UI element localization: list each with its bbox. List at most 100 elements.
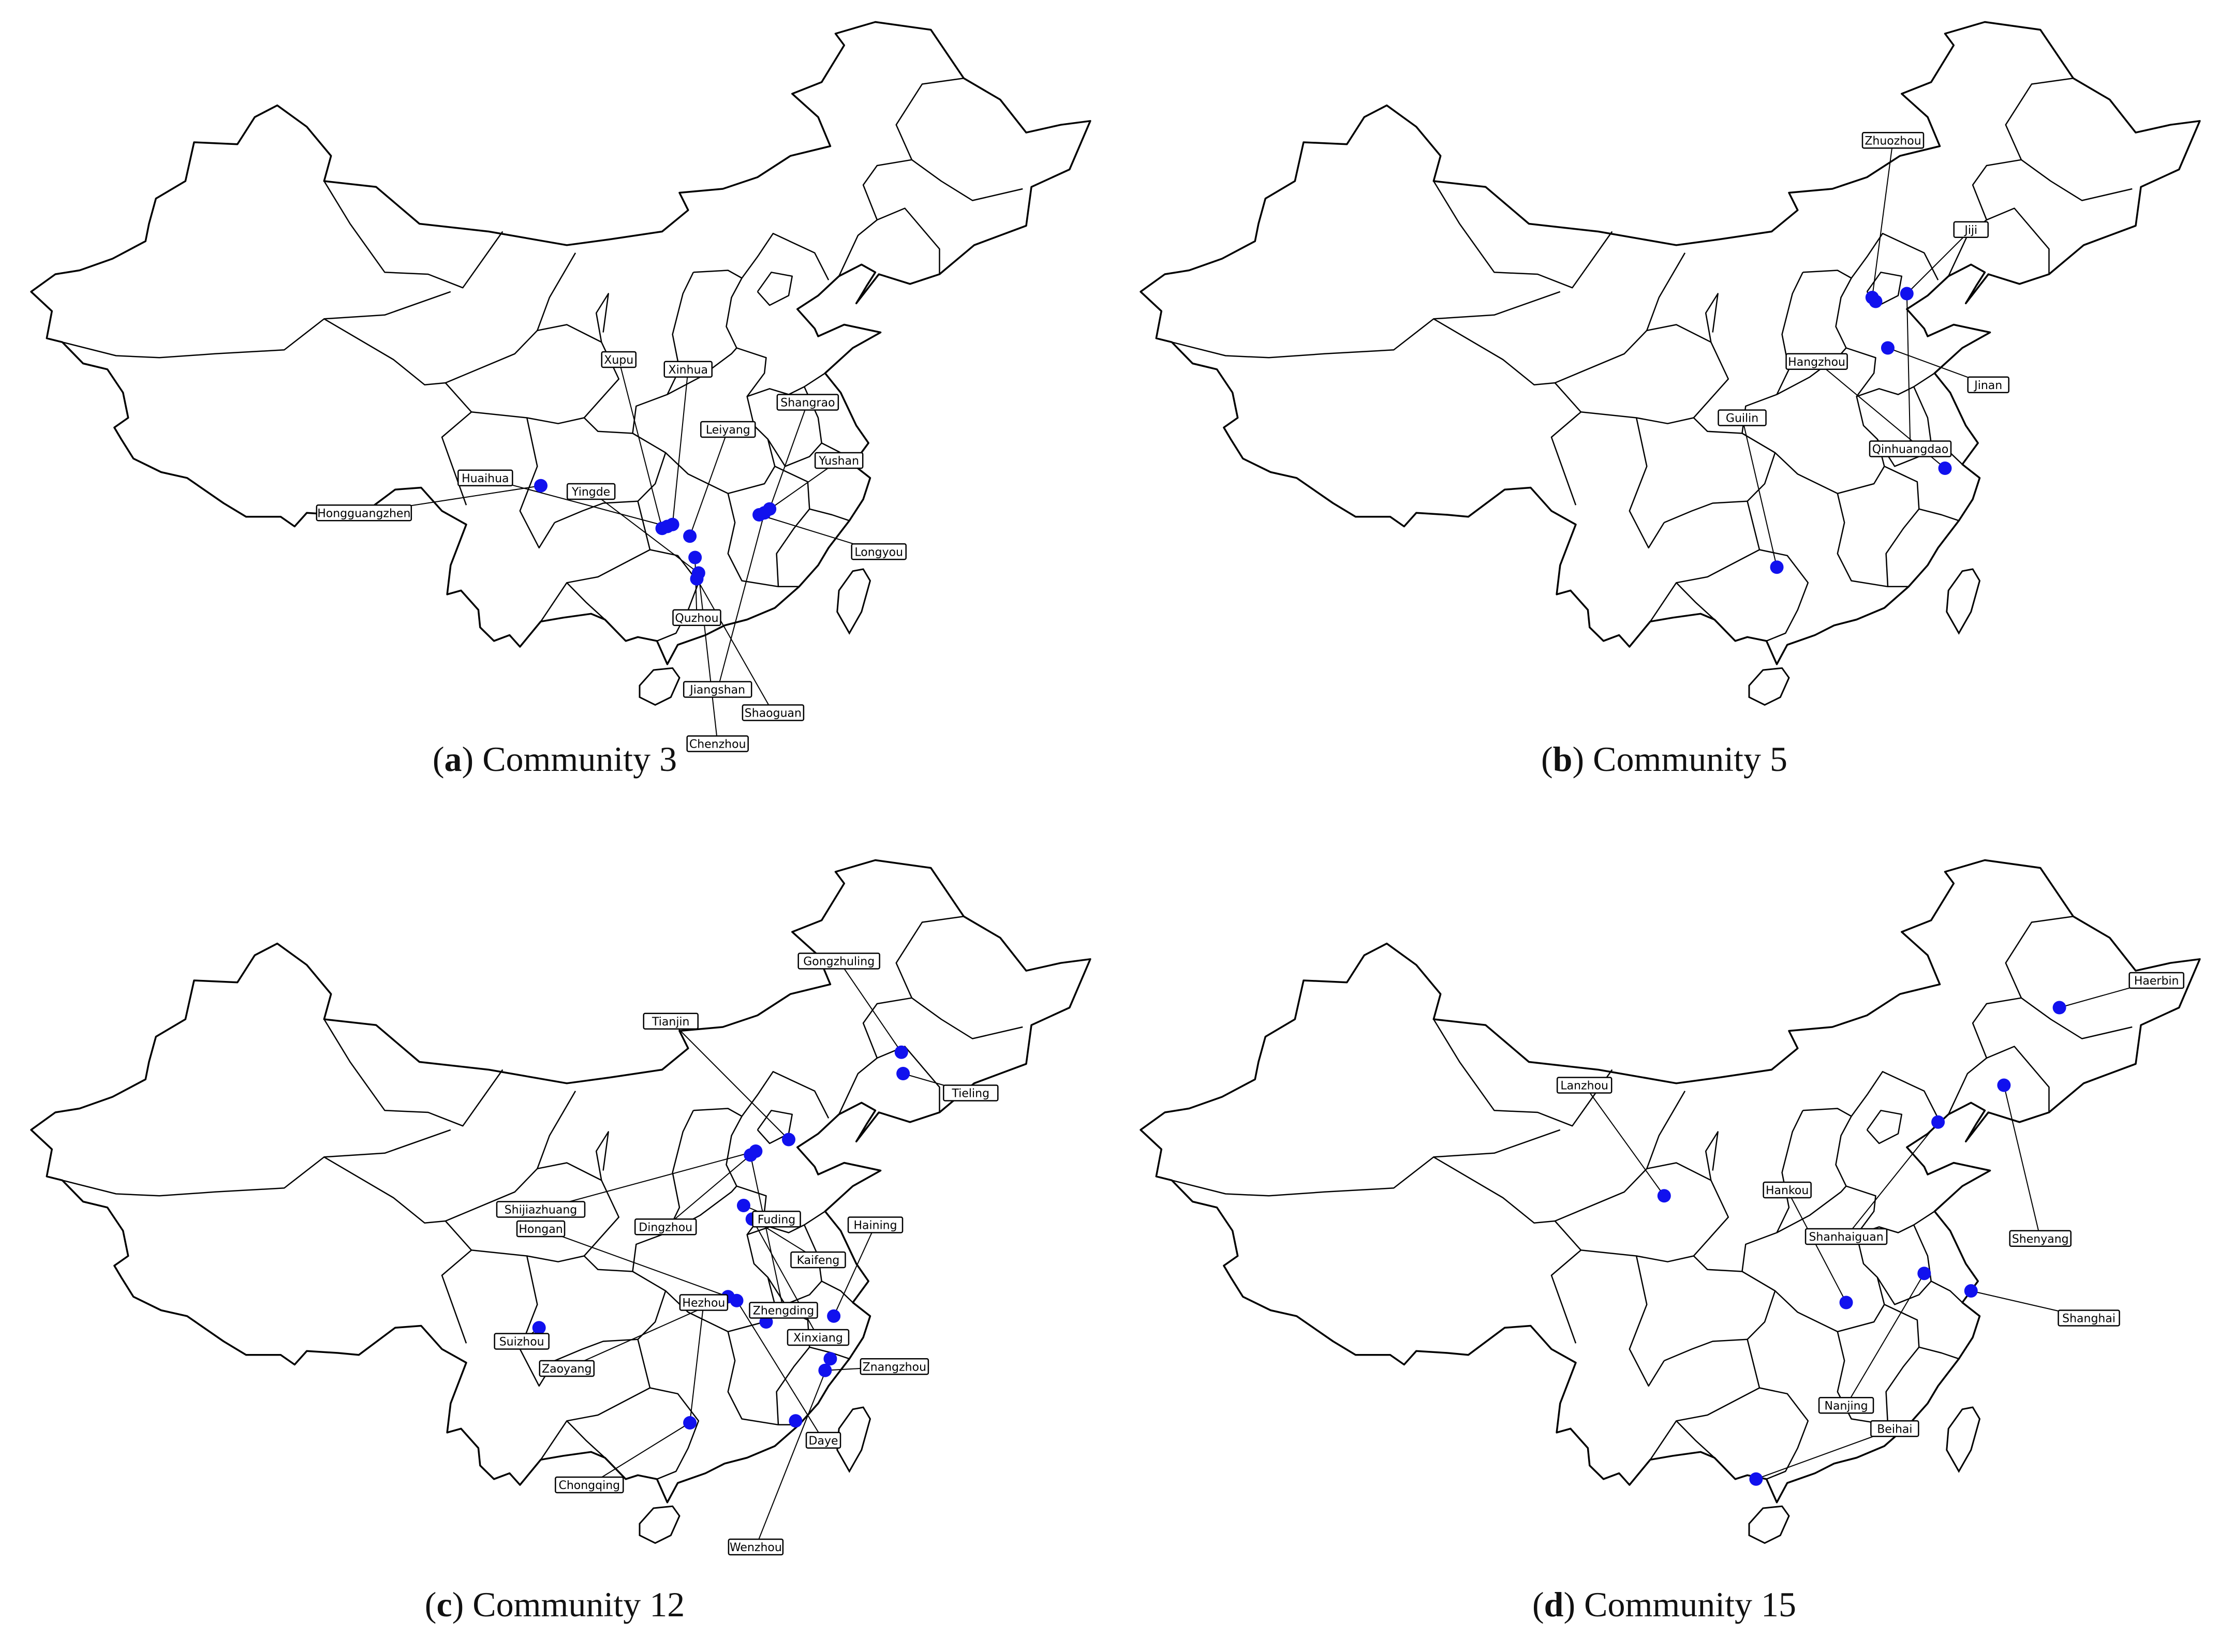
city-label: Kaifeng <box>790 1251 846 1269</box>
label-box <box>683 681 752 698</box>
city-label-text: Longyou <box>854 546 903 559</box>
label-box <box>516 1220 566 1238</box>
label-box <box>496 1201 586 1218</box>
city-label: Hongan <box>516 1220 566 1238</box>
province-boundary <box>471 1249 555 1387</box>
city-label-text: Fuding <box>758 1213 795 1226</box>
province-boundary <box>595 293 609 343</box>
province-boundary <box>1837 1304 1920 1425</box>
province-boundary <box>1433 1019 1613 1127</box>
province-boundary <box>1580 411 1665 549</box>
city-label-text: Zhengding <box>753 1305 814 1318</box>
label-leader-line <box>665 1154 751 1228</box>
city-labels: Haerbin Lanzhou Hankou Shanhaiguan Shenyang S… <box>1556 972 2184 1437</box>
city-label: Zaoyang <box>539 1360 595 1377</box>
city-label-text: Zhuozhou <box>1865 135 1921 147</box>
label-box <box>555 1476 624 1494</box>
city-label: Hankou <box>1763 1181 1812 1199</box>
hainan-island <box>639 667 681 706</box>
province-boundary <box>1693 417 1776 502</box>
map-layer: Gongzhuling Tianjin Tieling Shijiazhuang Din… <box>30 859 1091 1556</box>
caption-letter: c <box>436 1585 452 1624</box>
city-label: Zhuozhou <box>1861 132 1925 149</box>
province-boundary <box>895 78 964 160</box>
city-label-text: Beihai <box>1877 1423 1912 1436</box>
city-label: Gongzhuling <box>797 952 880 970</box>
province-boundary <box>1918 508 1959 522</box>
city-label-text: Hongan <box>519 1223 563 1236</box>
city-label: Huaihua <box>457 469 513 486</box>
label-leader-line <box>1906 293 1911 449</box>
city-label-text: Yushan <box>818 455 859 468</box>
city-label: Qinhuangdao <box>1869 440 1952 457</box>
label-box <box>1818 1397 1874 1414</box>
city-label-text: Shanhaiguan <box>1809 1231 1883 1244</box>
label-box <box>601 351 637 368</box>
taiwan-island <box>836 1406 871 1473</box>
city-marker-dot <box>896 1067 910 1080</box>
province-boundary <box>632 1110 694 1272</box>
map-panel-a: Xupu Xinhua Shangrao Leiyang Yushan Huaihua Yi… <box>0 0 1110 826</box>
label-box <box>814 452 864 469</box>
province-boundary <box>895 916 964 999</box>
label-leader-line <box>589 1422 690 1485</box>
label-box <box>1785 353 1848 370</box>
label-leader-line <box>838 960 902 1053</box>
label-leader-line <box>1584 1084 1665 1196</box>
city-label: Wenzhou <box>728 1538 784 1556</box>
city-labels: Xupu Xinhua Shangrao Leiyang Yushan Huaihua Yi… <box>316 351 907 752</box>
city-label-text: Leiyang <box>706 424 750 437</box>
city-label-text: Kaifeng <box>797 1254 840 1267</box>
city-label-text: Suizhou <box>499 1336 544 1349</box>
map-panel-c: Gongzhuling Tianjin Tieling Shijiazhuang Din… <box>0 826 1110 1651</box>
city-label: Quzhou <box>672 609 721 626</box>
city-label-text: Wenzhou <box>730 1541 782 1554</box>
city-dots <box>1770 287 1952 574</box>
label-box <box>700 421 756 438</box>
label-box <box>749 1302 818 1319</box>
label-box <box>634 1218 697 1236</box>
province-boundary <box>838 207 940 277</box>
city-label-text: Shangrao <box>780 397 835 410</box>
label-leader-line <box>618 359 663 529</box>
label-box <box>1718 409 1767 426</box>
label-leader-line <box>1845 1122 1939 1237</box>
province-boundary <box>1774 452 1909 588</box>
city-label: Dingzhou <box>634 1218 697 1236</box>
label-leader-line <box>750 1155 784 1311</box>
caption-title: Community 3 <box>482 739 677 779</box>
caption-letter: d <box>1544 1585 1564 1624</box>
label-leader-line <box>672 369 689 525</box>
province-boundary <box>445 1091 576 1222</box>
province-boundary <box>767 1224 822 1305</box>
city-label-text: Huaihua <box>462 472 509 485</box>
city-label-text: Haining <box>853 1219 897 1232</box>
city-label: Daye <box>805 1432 841 1449</box>
city-label: Shenyang <box>2009 1230 2072 1247</box>
label-box <box>860 1358 929 1375</box>
label-box <box>776 394 839 411</box>
label-leader-line <box>717 512 765 690</box>
province-boundary <box>62 1129 451 1197</box>
label-box <box>1804 1228 1888 1245</box>
city-label: Hongguangzhen <box>316 504 412 522</box>
city-label: Shijiazhuang <box>496 1201 586 1218</box>
city-label-text: Quzhou <box>675 612 718 625</box>
city-label-text: Tieling <box>952 1088 990 1100</box>
city-label: Xinxiang <box>787 1329 850 1346</box>
province-boundary <box>757 272 793 306</box>
province-boundary <box>2005 916 2074 999</box>
province-boundary <box>1649 1338 1761 1460</box>
city-marker-dot <box>749 1144 763 1158</box>
caption-a: (a) Community 3 <box>432 739 677 779</box>
city-marker-dot <box>665 517 679 531</box>
province-boundary <box>665 452 800 588</box>
label-box <box>742 704 805 721</box>
city-labels: Zhuozhou Jiji Hangzhou Jinan Guilin Qinhuangd… <box>1718 132 2009 457</box>
city-label-text: Jinan <box>1973 379 2002 392</box>
china-map-b: Zhuozhou Jiji Hangzhou Jinan Guilin Qinhuangd… <box>1140 21 2201 706</box>
city-marker-dot <box>2052 1001 2066 1015</box>
caption-letter: b <box>1552 739 1573 779</box>
province-boundary <box>526 324 620 424</box>
map-layer: Xupu Xinhua Shangrao Leiyang Yushan Huaihua Yi… <box>30 21 1091 752</box>
